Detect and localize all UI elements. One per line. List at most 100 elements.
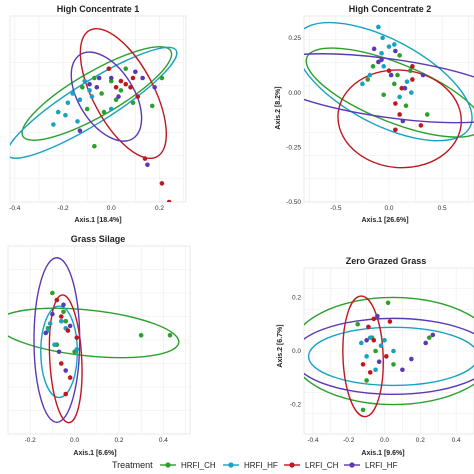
data-point-lrfi-hf [376, 359, 382, 365]
data-point-lrfi-ch [58, 314, 64, 319]
x-tick-label: 0.4 [159, 437, 168, 444]
confidence-ellipse-lrfi-hf [304, 53, 474, 124]
x-tick-label: 0.0 [107, 205, 116, 212]
x-tick-label: 0.5 [438, 205, 447, 212]
legend-item-lrfi-ch: LRFI_CH [284, 461, 339, 470]
data-point-hrfi-hf [404, 79, 410, 84]
data-point-lrfi-hf [145, 162, 150, 168]
data-point-hrfi-ch [407, 68, 413, 74]
confidence-ellipse-lrfi-hf [304, 317, 474, 396]
legend-item-lrfi-hf: LRFI_HF [344, 461, 398, 470]
legend-label: HRFI_CH [181, 461, 216, 470]
data-point-hrfi-ch [123, 66, 129, 71]
data-point-hrfi-hf [367, 335, 373, 340]
data-point-lrfi-hf [152, 85, 157, 90]
legend-item-hrfi-ch: HRFI_CH [160, 461, 216, 470]
x-tick-label: 0.2 [114, 437, 123, 444]
confidence-ellipse-hrfi-hf [304, 21, 473, 142]
confidence-ellipse-lrfi-hf [70, 51, 143, 142]
panel-title: Grass Silage [71, 234, 126, 244]
data-point-hrfi-hf [373, 367, 378, 373]
data-point-lrfi-hf [96, 75, 102, 81]
data-point-hrfi-ch [84, 106, 90, 112]
data-point-hrfi-hf [381, 64, 386, 69]
legend: Treatment HRFI_CH HRFI_HF LRFI_CH LRFI_H… [112, 460, 398, 470]
data-point-hrfi-hf [364, 354, 369, 359]
data-point-hrfi-ch [391, 362, 396, 367]
data-point-hrfi-hf [386, 44, 392, 49]
data-point-hrfi-hf [65, 100, 71, 106]
legend-key-dot [289, 462, 295, 468]
data-point-hrfi-hf [379, 50, 384, 56]
plot-content [304, 295, 474, 418]
data-point-lrfi-ch [67, 375, 73, 380]
data-point-lrfi-ch [113, 85, 119, 90]
data-point-hrfi-ch [63, 318, 69, 324]
data-point-lrfi-hf [393, 48, 398, 54]
x-axis-label: Axis.1 [18.4%] [74, 217, 121, 224]
data-point-hrfi-ch [355, 321, 360, 327]
data-point-hrfi-hf [89, 94, 95, 99]
data-point-hrfi-ch [370, 64, 376, 69]
data-point-lrfi-ch [386, 68, 392, 74]
y-tick-label: 0.25 [288, 35, 301, 42]
data-point-hrfi-hf [376, 24, 381, 30]
panel-title: Zero Grazed Grass [346, 256, 427, 266]
data-point-lrfi-ch [418, 123, 424, 128]
data-point-lrfi-hf [400, 367, 405, 373]
data-point-lrfi-ch [166, 199, 172, 202]
gridlines [10, 15, 186, 203]
panel-high-concentrate-2: High Concentrate 2 Axis.1 [26.6%] Axis.2… [275, 4, 474, 224]
data-point-lrfi-ch [387, 319, 393, 324]
data-point-lrfi-ch [371, 316, 377, 322]
y-axis-label: Axis.2 [8.2%] [275, 86, 282, 129]
legend-label: LRFI_HF [365, 461, 398, 470]
data-point-hrfi-ch [397, 53, 402, 58]
x-tick-label: -0.2 [57, 205, 69, 212]
x-axis-label: Axis.1 [9.6%] [361, 450, 404, 457]
confidence-ellipse-hrfi-hf [40, 305, 79, 399]
data-point-lrfi-hf [364, 337, 369, 343]
data-point-lrfi-ch [360, 362, 366, 367]
data-point-lrfi-ch [128, 85, 133, 90]
legend-key-dot [228, 462, 234, 468]
confidence-ellipse-hrfi-ch [304, 296, 474, 406]
gridlines [304, 267, 474, 435]
data-point-lrfi-hf [402, 85, 408, 91]
data-point-hrfi-ch [99, 91, 104, 96]
panel-high-concentrate-1: High Concentrate 1 Axis.1 [18.4%] -0.4 -0… [9, 4, 187, 224]
data-point-hrfi-hf [51, 122, 56, 127]
data-point-hrfi-ch [130, 100, 136, 106]
data-point-hrfi-ch [159, 75, 165, 81]
data-point-hrfi-hf [47, 321, 53, 326]
data-point-lrfi-ch [371, 337, 377, 343]
y-tick-label: 0.2 [292, 295, 301, 302]
data-point-lrfi-ch [54, 297, 60, 303]
data-point-hrfi-ch [118, 88, 124, 93]
legend-item-hrfi-hf: HRFI_HF [223, 461, 278, 470]
data-point-hrfi-ch [364, 378, 369, 383]
data-point-hrfi-ch [50, 290, 55, 296]
data-point-hrfi-ch [149, 103, 155, 109]
x-tick-label: -0.4 [9, 205, 21, 212]
data-point-hrfi-hf [58, 318, 64, 324]
data-point-hrfi-ch [92, 75, 97, 81]
data-point-hrfi-hf [392, 42, 397, 47]
data-point-hrfi-ch [395, 72, 400, 78]
confidence-ellipse-lrfi-ch [48, 294, 83, 424]
confidence-ellipse-lrfi-ch [342, 295, 384, 418]
x-tick-label: 0.0 [70, 437, 79, 444]
data-point-hrfi-hf [367, 72, 373, 78]
data-point-lrfi-ch [65, 328, 71, 333]
data-point-hrfi-ch [80, 85, 85, 90]
panel-grass-silage: Grass Silage Axis.1 [6.6%] -0.2 0.0 0.2 0.4 [7, 234, 191, 457]
x-tick-label: 0.4 [452, 437, 461, 444]
data-point-lrfi-ch [123, 81, 129, 87]
data-point-lrfi-hf [67, 323, 73, 329]
data-point-hrfi-hf [108, 106, 114, 112]
plot-content [10, 27, 178, 202]
data-point-lrfi-ch [74, 335, 80, 340]
data-point-lrfi-ch [142, 156, 148, 161]
data-point-lrfi-hf [116, 94, 121, 99]
data-point-lrfi-ch [159, 181, 165, 186]
